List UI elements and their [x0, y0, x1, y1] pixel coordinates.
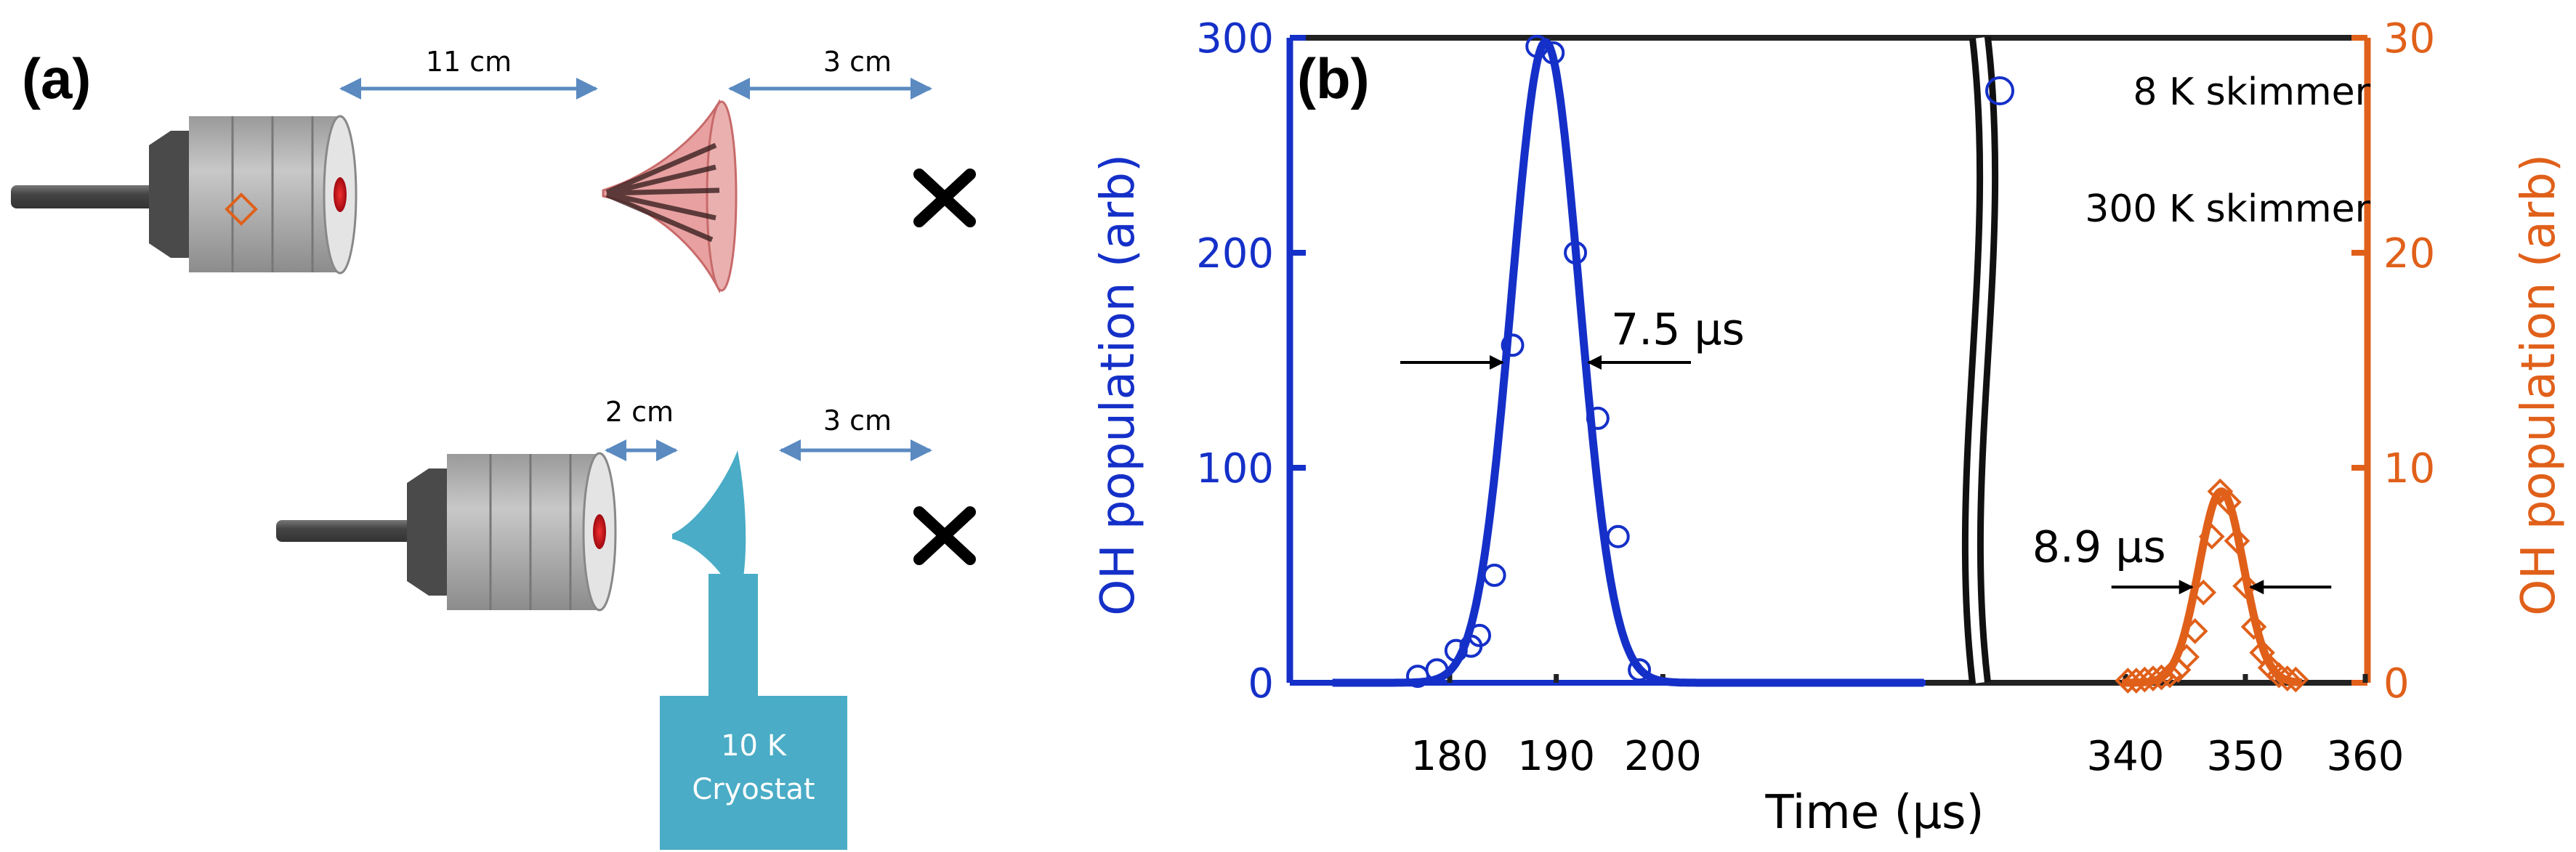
y-tick-label-right: 20 — [2383, 230, 2435, 277]
data-point — [2282, 666, 2309, 693]
axes: 0 100 200 300 0 10 20 30 180 190 200 340 350 360 — [1196, 15, 2435, 780]
x-tick-label: 200 — [1624, 733, 1702, 780]
data-point — [2148, 664, 2175, 691]
pulsed-valve-top — [11, 115, 358, 275]
valve-body — [189, 116, 342, 272]
y-tick-label-left: 300 — [1196, 15, 1274, 62]
data-point — [1564, 241, 1588, 264]
data-markers — [1406, 34, 2309, 694]
cryostat-label: Cryostat — [692, 773, 815, 806]
distance-bottom-2: 3 cm — [779, 405, 932, 461]
y-tick-label-right: 0 — [2383, 660, 2410, 707]
data-point — [1468, 623, 1492, 647]
fit-curve — [1332, 37, 1924, 687]
data-point — [1628, 658, 1652, 682]
nozzle-icon — [593, 514, 606, 549]
legend-entry: 8 K skimmer — [2133, 70, 2370, 114]
data-point — [2190, 579, 2217, 606]
data-point — [1586, 406, 1610, 430]
panel-b-label: (b) — [1297, 46, 1370, 110]
annotations: 7.5 µs 8.9 µs — [1400, 304, 2332, 595]
valve-collar — [149, 131, 193, 258]
valve-rod — [276, 520, 414, 542]
distance-bottom-1: 2 cm — [605, 396, 678, 461]
valve-collar — [407, 468, 451, 596]
pulsed-valve-bottom — [276, 452, 617, 612]
y-axis-label-right: OH population (arb) — [2512, 154, 2566, 616]
panel-b-chart: 0 100 200 300 0 10 20 30 180 190 200 340 350 360 7.5 … — [225, 15, 2566, 840]
panel-a-label: (a) — [22, 46, 91, 110]
data-point — [1606, 524, 1630, 548]
distance-top-1: 11 cm — [339, 46, 598, 100]
x-axis-label: Time (µs) — [1765, 786, 1985, 840]
data-point — [2123, 668, 2149, 694]
x-tick-label: 340 — [2087, 733, 2165, 780]
skimmer-warm — [602, 99, 738, 293]
data-point — [2274, 665, 2301, 691]
valve-body — [447, 454, 599, 610]
x-tick-label: 350 — [2207, 733, 2285, 780]
fwhm-label: 8.9 µs — [2032, 522, 2166, 572]
data-point — [2157, 662, 2183, 689]
skimmer-cold: 10 K Cryostat — [660, 450, 847, 850]
data-point — [1444, 638, 1468, 662]
data-point — [2173, 644, 2200, 670]
data-point — [2216, 489, 2242, 516]
data-point — [2131, 666, 2158, 693]
data-point — [1541, 41, 1565, 65]
distance-label: 11 cm — [426, 46, 512, 78]
x-tick-label: 180 — [1411, 733, 1489, 780]
data-point — [2224, 527, 2250, 554]
data-point — [2240, 614, 2267, 640]
y-tick-label-left: 100 — [1196, 445, 1274, 492]
data-point — [1425, 658, 1449, 682]
y-axis-label-left: OH population (arb) — [1091, 154, 1145, 616]
x-tick-label: 190 — [1517, 733, 1595, 780]
data-point — [1482, 564, 1506, 587]
panel-a: (a) 11 cm 3 cm — [11, 46, 976, 850]
data-point — [2165, 657, 2192, 683]
data-point — [2207, 478, 2234, 505]
legend: 8 K skimmer 300 K skimmer — [225, 70, 2371, 231]
cryostat-label: 10 K — [721, 729, 788, 763]
fwhm-label: 7.5 µs — [1611, 304, 1745, 355]
data-point — [2115, 668, 2141, 694]
data-point — [1501, 333, 1525, 357]
legend-marker-diamond — [225, 192, 258, 226]
detection-point-top-icon — [913, 169, 976, 227]
distance-label: 2 cm — [605, 396, 674, 428]
cryostat-box — [660, 696, 847, 850]
data-point — [1525, 34, 1549, 58]
x-tick-label: 360 — [2327, 733, 2405, 780]
y-tick-label-left: 200 — [1196, 230, 1274, 277]
valve-rod — [11, 185, 156, 208]
y-tick-label-right: 10 — [2383, 445, 2435, 492]
detection-point-bottom-icon — [913, 506, 976, 565]
data-point — [2198, 523, 2225, 550]
data-point — [2249, 639, 2275, 666]
data-point — [2181, 618, 2208, 644]
y-tick-label-left: 0 — [1248, 660, 1274, 707]
y-tick-label-right: 30 — [2383, 15, 2435, 62]
nozzle-icon — [334, 177, 347, 212]
distance-label: 3 cm — [823, 405, 892, 437]
distance-top-2: 3 cm — [728, 46, 932, 100]
distance-label: 3 cm — [823, 46, 892, 78]
legend-entry: 300 K skimmer — [2085, 187, 2370, 231]
legend-marker-circle — [1985, 76, 2014, 105]
